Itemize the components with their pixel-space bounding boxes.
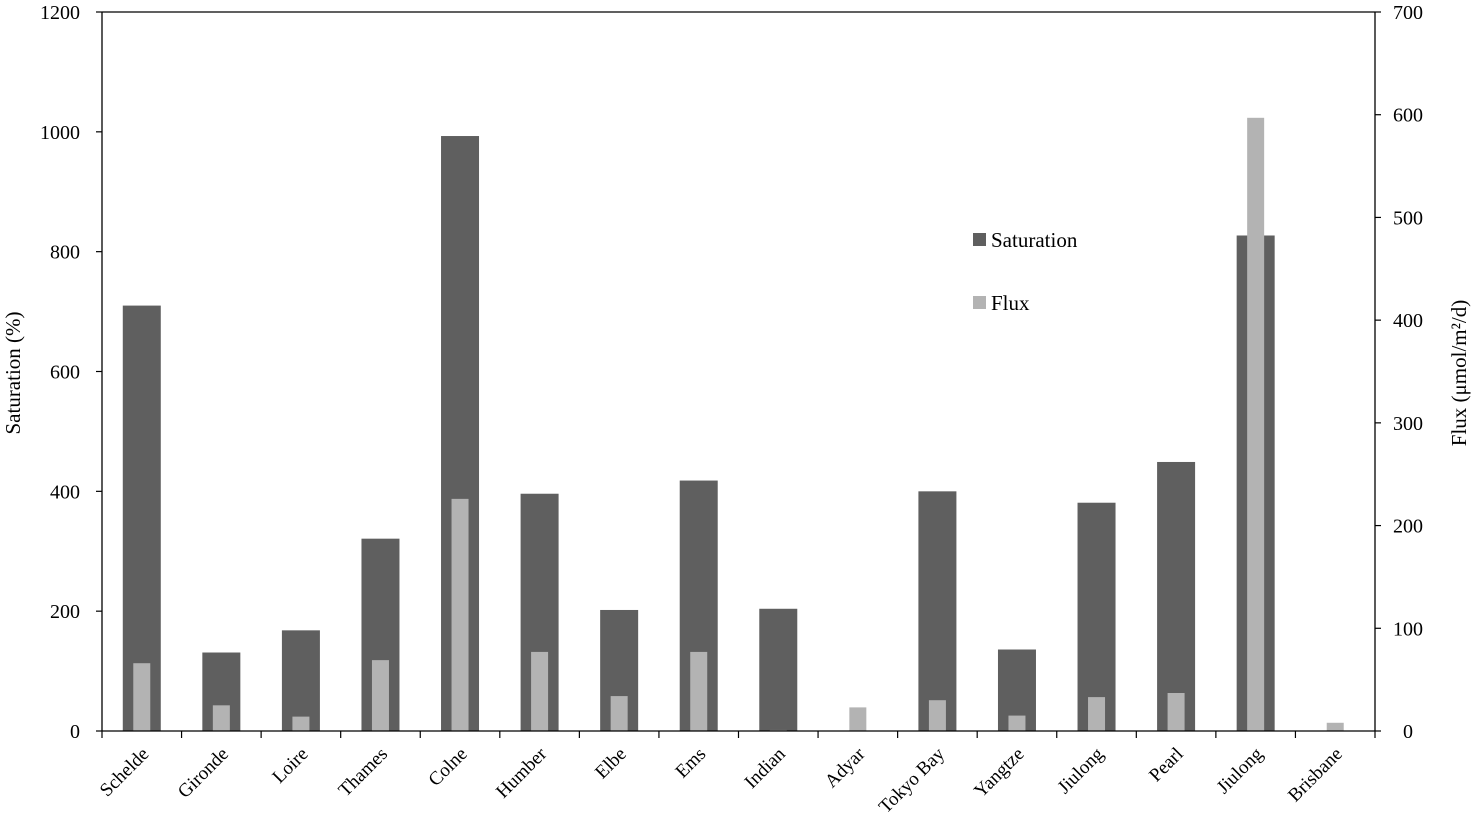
category-label: Humber [492, 743, 551, 802]
category-label: Loire [268, 744, 312, 788]
category-label: Jiulong [1213, 743, 1268, 798]
y-tick-label: 600 [50, 362, 80, 384]
bar-flux [1247, 117, 1265, 732]
y-tick-label: 200 [50, 601, 80, 623]
bar-flux [610, 696, 628, 731]
legend: Saturation Flux [973, 228, 1078, 315]
bar-saturation [122, 305, 161, 731]
bar-flux [690, 651, 708, 731]
category-label: Tokyo Bay [875, 743, 949, 817]
bar-saturation [281, 630, 320, 731]
bar-flux [531, 651, 549, 731]
category-label: Adyar [821, 743, 870, 792]
bar-flux [371, 660, 389, 731]
y2-tick-label: 400 [1393, 310, 1423, 332]
bar-flux [1167, 693, 1185, 731]
bar-flux [451, 498, 469, 731]
bar-flux [1326, 722, 1344, 731]
bar-flux [1008, 715, 1026, 731]
category-label: Ems [672, 744, 711, 783]
categories-layer: Schelde Gironde Loire Thames Colne Humber Elbe… [96, 743, 1347, 817]
y2-tick-label: 300 [1393, 413, 1423, 435]
y-tick-label: 800 [50, 242, 80, 264]
category-label: Schelde [96, 744, 153, 801]
category-label: Gironde [174, 744, 233, 803]
y-tick-label: 1000 [40, 122, 80, 144]
y-axis-title: Saturation (%) [1, 311, 25, 434]
y2-tick-label: 100 [1393, 618, 1423, 640]
bar-flux [1088, 697, 1106, 731]
ticks-layer: 0 200 400 600 800 1000 1200 0 100 200 300 400 500 600… [40, 2, 1423, 743]
category-label: Elbe [591, 744, 630, 783]
y2-tick-label: 500 [1393, 207, 1423, 229]
category-label: Brisbane [1284, 744, 1347, 807]
legend-label-saturation: Saturation [991, 228, 1078, 252]
bar-flux [928, 700, 946, 731]
y-tick-label: 1200 [40, 2, 80, 24]
bars-layer [122, 117, 1344, 732]
y2-tick-label: 700 [1393, 2, 1423, 24]
legend-swatch-flux [973, 296, 986, 309]
category-label: Colne [425, 744, 472, 791]
legend-swatch-saturation [973, 233, 986, 246]
category-label: Thames [335, 744, 392, 801]
y2-tick-label: 200 [1393, 516, 1423, 538]
bar-flux [212, 705, 230, 731]
y-tick-label: 400 [50, 481, 80, 503]
legend-label-flux: Flux [991, 291, 1030, 315]
y2-axis-title: Flux (μmol/m²/d) [1447, 300, 1471, 446]
y2-tick-label: 0 [1403, 721, 1413, 743]
category-label: Pearl [1145, 744, 1187, 786]
bar-flux [292, 716, 310, 731]
bar-saturation [759, 608, 798, 731]
y-tick-label: 0 [70, 721, 80, 743]
bar-flux [849, 707, 867, 731]
bar-saturation [1157, 461, 1196, 731]
category-label: Indian [741, 743, 791, 793]
bar-saturation [918, 491, 957, 731]
bar-flux [133, 663, 151, 731]
category-label: Yangtze [970, 744, 1028, 802]
bar-saturation [1077, 502, 1116, 731]
category-label: Jiulong [1054, 743, 1109, 798]
y2-tick-label: 600 [1393, 105, 1423, 127]
